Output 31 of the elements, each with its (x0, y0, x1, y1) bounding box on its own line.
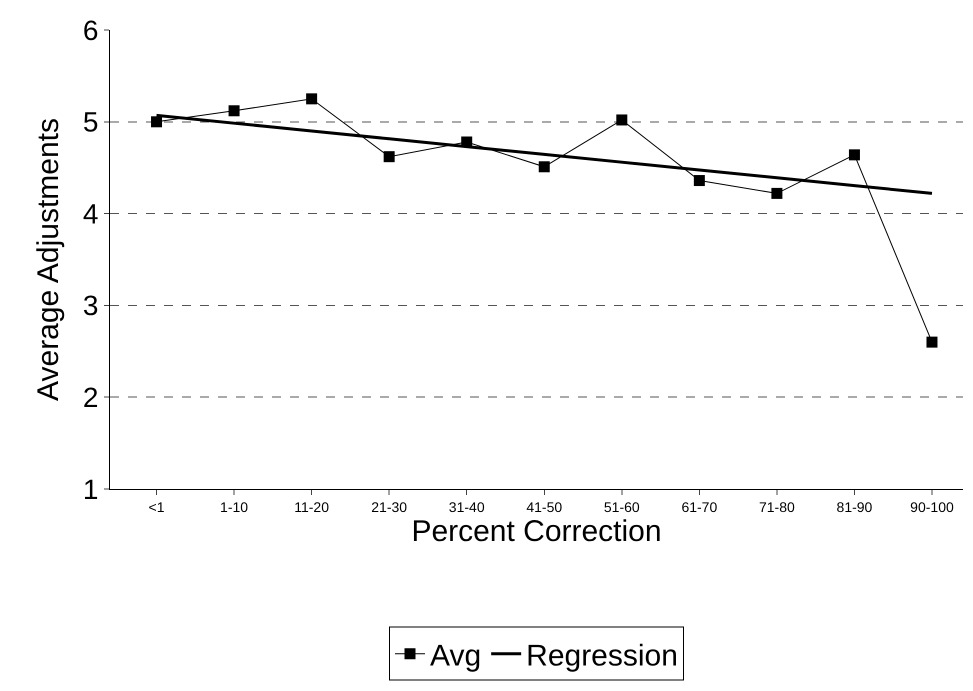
y-axis-title: Average Adjustments (32, 118, 65, 401)
y-tick-label: 6 (82, 14, 98, 46)
x-tick-label: 51-60 (604, 498, 640, 515)
y-tick-label: 1 (82, 474, 98, 505)
x-tick-label: 81-90 (836, 498, 873, 515)
point (384, 151, 395, 162)
x-tick-label: 31-40 (448, 498, 485, 515)
point (538, 161, 550, 172)
point (771, 188, 782, 199)
point (151, 116, 162, 128)
y-tick-label: 4 (82, 198, 98, 230)
point (848, 149, 860, 160)
point (306, 93, 318, 104)
x-tick-label: 61-70 (681, 498, 718, 515)
x-axis-title: Percent Correction (411, 514, 662, 548)
y-tick-label: 3 (82, 290, 98, 322)
x-tick-label: 41-50 (526, 498, 562, 515)
point (926, 336, 938, 348)
legend-label: Regression (526, 639, 678, 672)
x-tick-label: <1 (148, 498, 165, 515)
x-tick-label: 21-30 (371, 498, 408, 515)
point (228, 105, 240, 116)
y-tick-label: 5 (82, 106, 98, 138)
x-tick-label: 90-100 (910, 498, 954, 515)
x-tick-label: 1-10 (220, 498, 248, 515)
point (616, 114, 628, 126)
point (694, 175, 705, 186)
y-tick-label: 2 (82, 382, 98, 413)
x-tick-label: 71-80 (758, 498, 796, 515)
legend-label: Avg (430, 639, 482, 672)
x-tick-label: 11-20 (294, 498, 330, 515)
